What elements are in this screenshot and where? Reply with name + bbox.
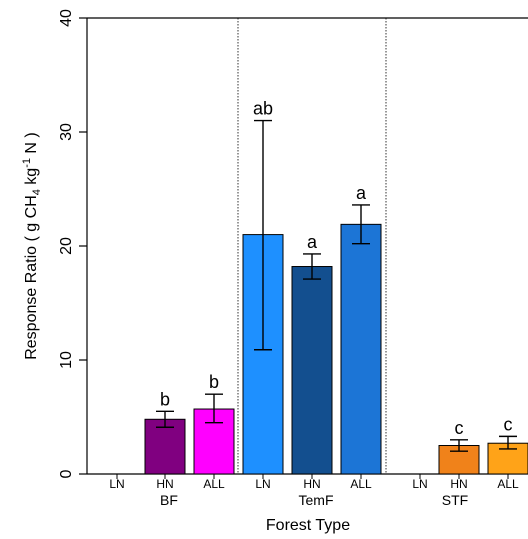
x-tick-label: LN (412, 477, 427, 491)
y-tick-label: 20 (58, 237, 75, 255)
x-tick-label: ALL (350, 477, 372, 491)
y-tick-label: 10 (58, 351, 75, 369)
y-axis-title: Response Ratio ( g CH4 kg-1 N ) (21, 132, 43, 360)
y-axis-title-part-2: 4 (31, 189, 43, 195)
x-tick-label: HN (303, 477, 320, 491)
error-bar (499, 435, 517, 450)
error-bar (303, 253, 321, 280)
y-axis-title-part-4: -1 (21, 158, 33, 168)
group-label-bf: BF (160, 492, 178, 508)
bar-temf-hn (291, 266, 333, 475)
x-tick-label: LN (255, 477, 270, 491)
error-bar (156, 410, 174, 428)
x-tick-label: LN (109, 477, 124, 491)
bar-stf-hn (438, 445, 480, 475)
significance-letter: ab (253, 99, 273, 119)
significance-letter: a (307, 232, 318, 252)
error-bar (450, 439, 468, 452)
significance-letter: c (504, 414, 513, 434)
y-tick-label: 0 (58, 469, 75, 478)
error-bar (205, 393, 223, 424)
y-axis-title-part-5: N ) (23, 132, 40, 158)
group-label-stf: STF (442, 492, 468, 508)
y-tick-label: 40 (58, 9, 75, 27)
significance-letter: a (356, 183, 367, 203)
x-tick-label: ALL (497, 477, 519, 491)
bar-temf-all (340, 223, 382, 475)
significance-letter: c (455, 418, 464, 438)
x-tick-label: HN (450, 477, 467, 491)
x-axis-title: Forest Type (266, 517, 350, 534)
error-bar (254, 119, 272, 351)
significance-letter: b (209, 372, 219, 392)
y-axis-title-part-1: Response Ratio ( g CH (23, 195, 40, 360)
x-tick-label: HN (156, 477, 173, 491)
significance-letter: b (160, 389, 170, 409)
group-label-temf: TemF (299, 492, 334, 508)
x-tick-label: ALL (203, 477, 225, 491)
y-tick-label: 30 (58, 123, 75, 141)
error-bar (352, 204, 370, 245)
y-axis-title-part-3: kg (23, 168, 40, 189)
